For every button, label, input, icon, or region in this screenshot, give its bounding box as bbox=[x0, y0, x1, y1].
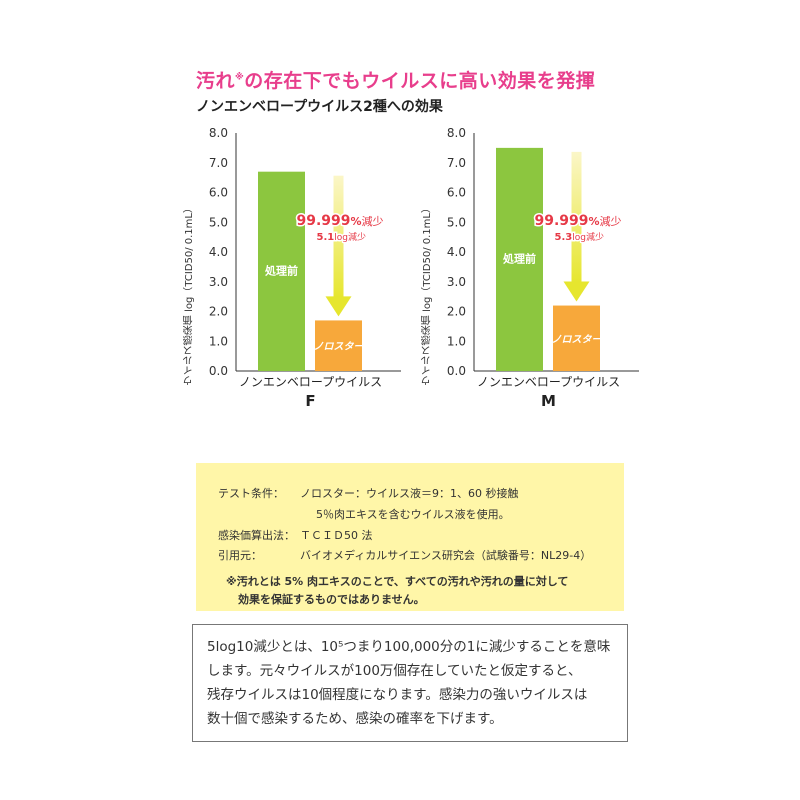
y-tick-label: 3.0 bbox=[209, 275, 228, 289]
explanation-line-4: 数十個で感染するため、感染の確率を下げます。 bbox=[207, 711, 503, 727]
test-label: テスト条件： bbox=[218, 487, 284, 500]
reduction-percent-sign: % bbox=[351, 215, 362, 228]
x-axis-label: ノンエンベロープウイルス bbox=[477, 375, 620, 389]
y-tick-label: 8.0 bbox=[209, 126, 228, 140]
method-value: ＴＣＩＤ50 法 bbox=[300, 529, 373, 542]
y-tick-label: 0.0 bbox=[209, 364, 228, 378]
footnote-line-2: 効果を保証するものではありません。 bbox=[238, 593, 425, 606]
y-tick-label: 1.0 bbox=[209, 334, 228, 348]
bar-after bbox=[315, 320, 362, 371]
y-tick-label: 4.0 bbox=[447, 245, 466, 259]
y-axis-label: ウイルス感染価 log（TCID50/ 0.1mL） bbox=[422, 203, 433, 386]
reduction-percent-word: 減少 bbox=[362, 214, 384, 228]
reduction-percent-value: 99.999 bbox=[297, 213, 351, 229]
reduction-log-label: 5.1log減少 bbox=[317, 231, 366, 243]
headline-rest: の存在下でもウイルスに高い効果を発揮 bbox=[244, 70, 596, 92]
y-tick-label: 1.0 bbox=[447, 334, 466, 348]
x-category-label: M bbox=[541, 392, 556, 410]
footnote-line-1: ※汚れとは 5% 肉エキスのことで、すべての汚れや汚れの量に対して bbox=[226, 575, 569, 588]
chart-m: ウイルス感染価 log（TCID50/ 0.1mL） 0.0 1.0 2.0 3.0 4… bbox=[416, 118, 641, 418]
reduction-arrow-head bbox=[563, 281, 590, 302]
y-tick-label: 4.0 bbox=[209, 245, 228, 259]
subtitle: ノンエンベロープウイルス2種への効果 bbox=[196, 99, 443, 115]
y-tick-label: 5.0 bbox=[209, 215, 228, 229]
y-tick-label: 7.0 bbox=[209, 156, 228, 170]
y-tick-label: 7.0 bbox=[447, 156, 466, 170]
headline: 汚れ※の存在下でもウイルスに高い効果を発揮 bbox=[196, 66, 595, 93]
bar-after bbox=[553, 305, 600, 371]
explanation-box: 5log10減少とは、10⁵つまり100,000分の1に減少することを意味 しま… bbox=[192, 624, 628, 742]
headline-mark: ※ bbox=[235, 72, 245, 83]
reduction-log-word: log減少 bbox=[572, 231, 604, 243]
reduction-log-value: 5.3 bbox=[555, 232, 573, 243]
test-line-1: ノロスター：ウイルス液＝9：1、60 秒接触 bbox=[300, 487, 519, 500]
bar-label-before: 処理前 bbox=[264, 263, 298, 277]
y-tick-label: 6.0 bbox=[447, 186, 466, 200]
reduction-arrow-shaft bbox=[333, 175, 344, 299]
y-axis-label: ウイルス感染価 log（TCID50/ 0.1mL） bbox=[184, 203, 195, 386]
reduction-percent-value: 99.999 bbox=[535, 213, 589, 229]
x-axis-label: ノンエンベロープウイルス bbox=[239, 375, 382, 389]
y-tick-label: 6.0 bbox=[209, 186, 228, 200]
method-label: 感染価算出法： bbox=[218, 529, 295, 542]
reduction-percent-sign: % bbox=[589, 215, 600, 228]
bar-label-before: 処理前 bbox=[502, 251, 536, 265]
test-conditions-box: テスト条件： ノロスター：ウイルス液＝9：1、60 秒接触 5％肉エキスを含むウ… bbox=[196, 463, 624, 611]
bar-label-after: ノロスター bbox=[552, 333, 603, 345]
source-value: バイオメディカルサイエンス研究会（試験番号：NL29-4） bbox=[300, 549, 592, 562]
source-label: 引用元： bbox=[218, 549, 262, 562]
reduction-percent-label: 99.999%減少 bbox=[297, 213, 384, 229]
reduction-percent-label: 99.999%減少 bbox=[535, 213, 622, 229]
reduction-log-label: 5.3log減少 bbox=[555, 231, 604, 243]
reduction-log-word: log減少 bbox=[334, 231, 366, 243]
bar-label-after: ノロスター bbox=[314, 341, 365, 353]
y-tick-label: 2.0 bbox=[447, 305, 466, 319]
bar-before bbox=[258, 171, 305, 371]
explanation-line-2: します。元々ウイルスが100万個存在していたと仮定すると、 bbox=[207, 663, 582, 679]
reduction-log-value: 5.1 bbox=[317, 232, 335, 243]
explanation-line-3: 残存ウイルスは10個程度になります。感染力の強いウイルスは bbox=[207, 687, 588, 703]
bar-before bbox=[496, 147, 543, 371]
reduction-percent-word: 減少 bbox=[600, 214, 622, 228]
test-line-2: 5％肉エキスを含むウイルス液を使用。 bbox=[316, 508, 510, 521]
explanation-line-1: 5log10減少とは、10⁵つまり100,000分の1に減少することを意味 bbox=[207, 639, 611, 655]
y-tick-label: 5.0 bbox=[447, 215, 466, 229]
x-category-label: F bbox=[305, 392, 315, 410]
y-tick-label: 3.0 bbox=[447, 275, 466, 289]
reduction-arrow-head bbox=[325, 296, 352, 317]
chart-f: ウイルス感染価 log（TCID50/ 0.1mL） 0.0 1.0 2.0 3.0 4… bbox=[178, 118, 403, 418]
y-tick-label: 2.0 bbox=[209, 305, 228, 319]
headline-main: 汚れ bbox=[196, 70, 236, 92]
reduction-arrow-shaft bbox=[571, 151, 582, 284]
y-tick-label: 0.0 bbox=[447, 364, 466, 378]
y-tick-label: 8.0 bbox=[447, 126, 466, 140]
